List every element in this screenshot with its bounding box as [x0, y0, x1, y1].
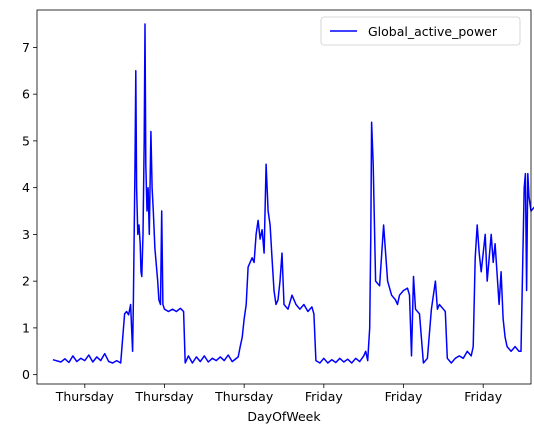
legend: Global_active_power [320, 16, 521, 46]
plot-area [52, 23, 534, 364]
x-axis-label: DayOfWeek [247, 409, 321, 424]
x-tick-label: Friday [385, 389, 423, 404]
x-axis-ticks: Thursday Thursday Thursday Friday Friday Frid… [55, 384, 503, 404]
y-tick-label: 0 [22, 367, 30, 382]
x-tick-label: Friday [464, 389, 502, 404]
x-tick-label: Thursday [134, 389, 194, 404]
y-tick-label: 3 [22, 227, 30, 242]
x-tick-label: Thursday [55, 389, 115, 404]
legend-label: Global_active_power [368, 24, 498, 39]
y-tick-label: 1 [22, 320, 30, 335]
series-line-0 [52, 23, 534, 364]
axes-frame [36, 9, 532, 385]
x-tick-label: Friday [305, 389, 343, 404]
y-tick-label: 2 [22, 274, 30, 289]
y-tick-label: 5 [22, 133, 30, 148]
y-tick-label: 6 [22, 87, 30, 102]
x-tick-label: Thursday [214, 389, 274, 404]
y-tick-label: 4 [22, 180, 30, 195]
y-axis-ticks: 0 1 2 3 4 5 6 7 [22, 40, 37, 382]
legend-box [320, 16, 521, 46]
y-tick-label: 7 [22, 40, 30, 55]
